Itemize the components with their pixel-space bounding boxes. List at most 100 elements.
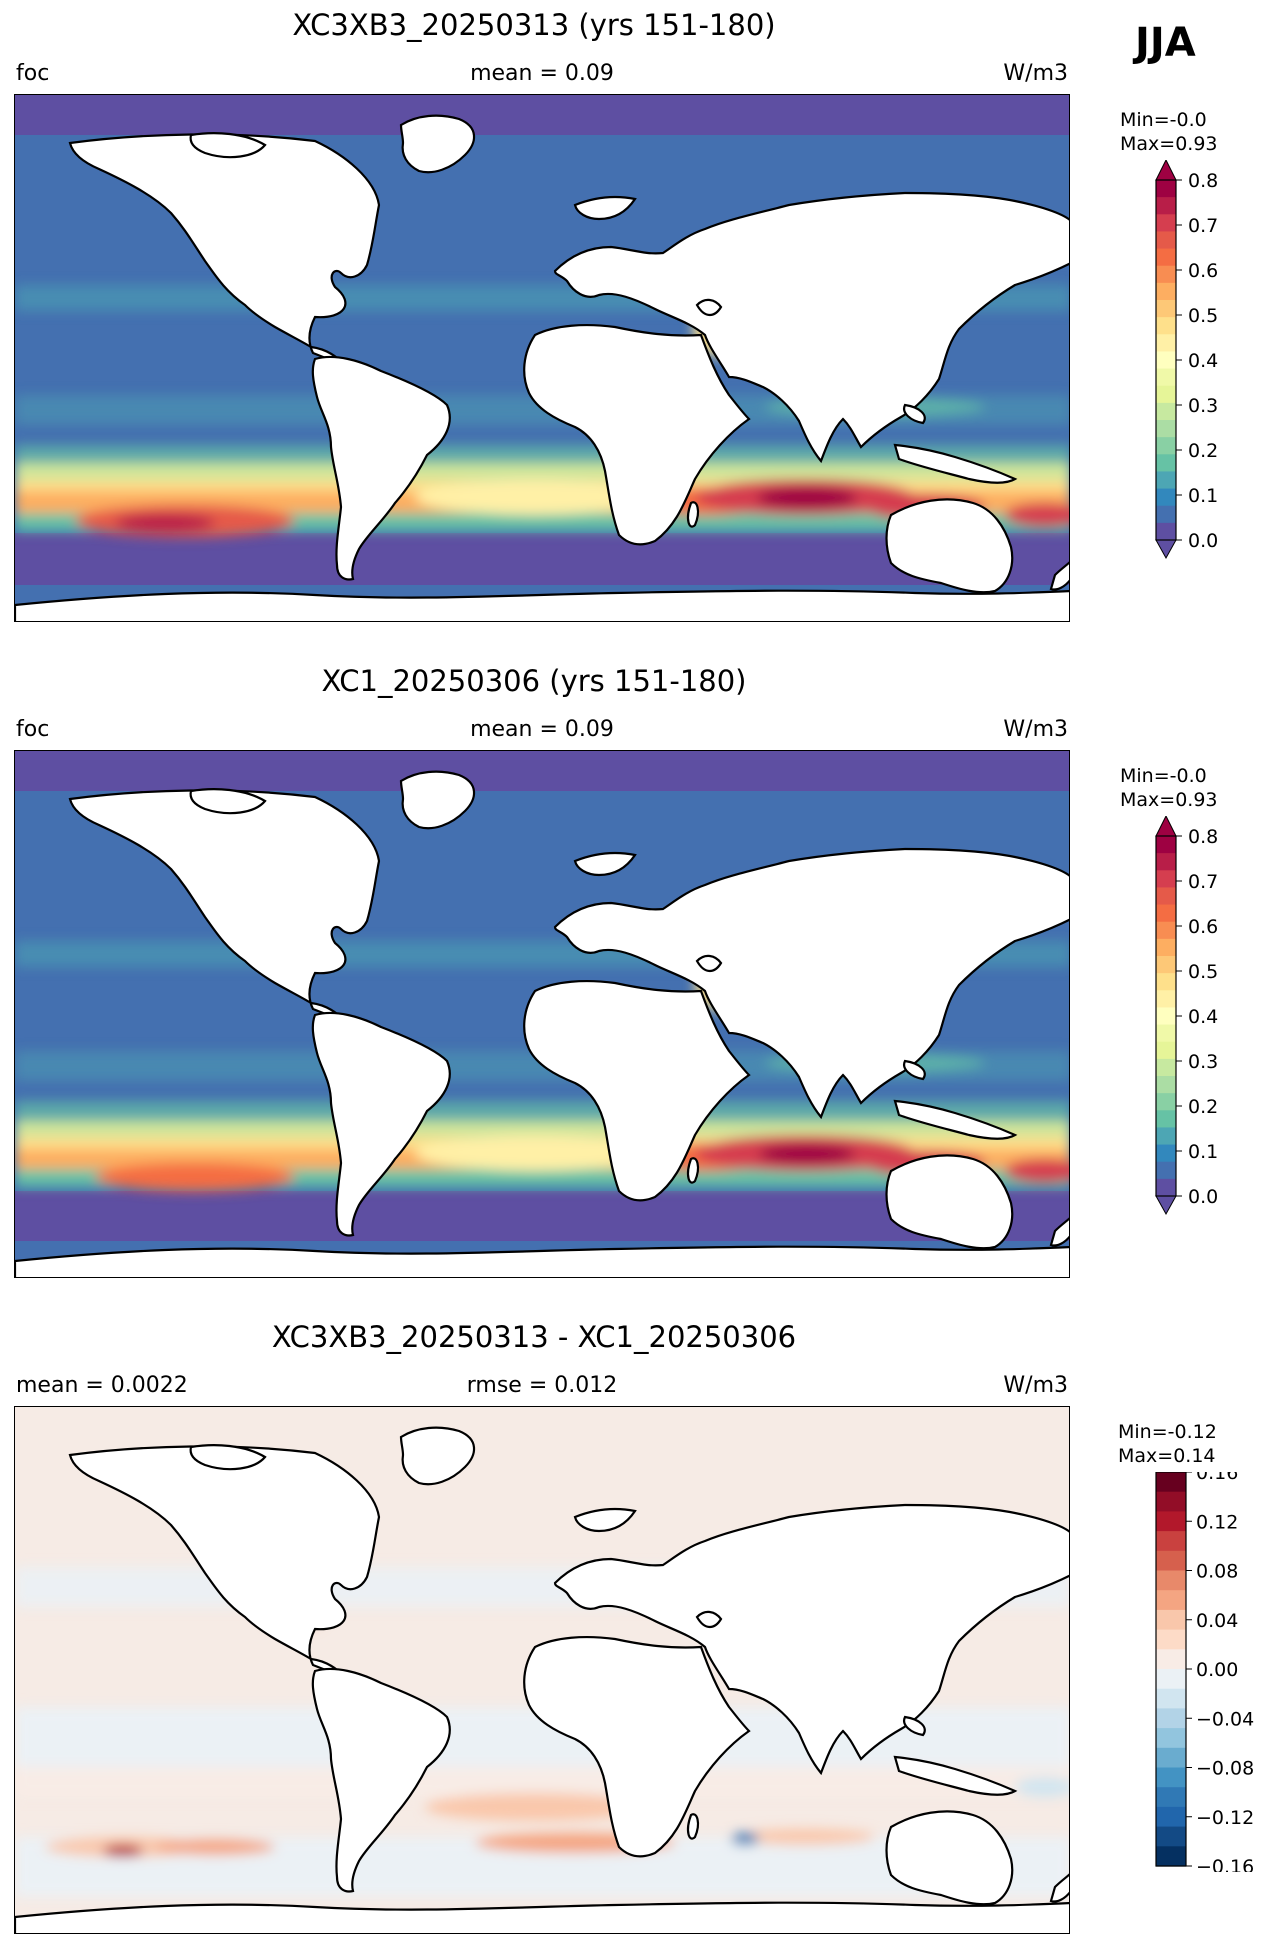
- panel-2-colorbar-color-cell: [1156, 921, 1176, 940]
- panel-3-colorbar-color-cell: [1156, 1787, 1186, 1808]
- panel-3-colorbar-color-cell: [1156, 1728, 1186, 1749]
- panel-1-colorbar-color-cell: [1156, 385, 1176, 404]
- panel-2-colorbar-color-cell: [1156, 853, 1176, 871]
- panel-2-colorbar-color-cell: [1156, 1076, 1176, 1094]
- panel-3-colorbar-color-cell: [1156, 1846, 1186, 1867]
- panel-2-colorbar-color-cell: [1156, 1110, 1176, 1129]
- panel-2-colorbar-color-cell: [1156, 887, 1176, 906]
- panel-3-map: [14, 1406, 1070, 1934]
- panel-2-colorbar-tick-label: 0.1: [1188, 1141, 1218, 1163]
- panel-2-colorbar-color-cell: [1156, 1127, 1176, 1146]
- panel-3-colorbar-color-cell: [1156, 1609, 1186, 1631]
- panel-2-max-label: Max=0.93: [1120, 789, 1218, 811]
- panel-2-colorbar-color-cell: [1156, 973, 1176, 991]
- panel-1-colorbar-color-cell: [1156, 471, 1176, 490]
- panel-3-colorbar-color-cell: [1156, 1767, 1186, 1788]
- panel-3-colorbar-tick-label: 0.00: [1196, 1659, 1238, 1681]
- panel-3-colorbar-color-cell: [1156, 1826, 1186, 1847]
- panel-1-colorbar-tick-label: 0.1: [1188, 485, 1218, 507]
- panel-2-colorbar-tick-label: 0.6: [1188, 916, 1218, 938]
- panel-3-colorbar-color-cell: [1156, 1511, 1186, 1532]
- panel-3-map-canvas: [15, 1407, 1069, 1933]
- panel-2-colorbar-color-cell: [1156, 1161, 1176, 1180]
- panel-3-colorbar-color-cell: [1156, 1747, 1186, 1769]
- panel-2-map-canvas: [15, 751, 1069, 1277]
- panel-1-map-canvas: [15, 95, 1069, 621]
- panel-2-colorbar: 0.8 0.7 0.6 0.5 0.4 0.3 0.2 0.1 0.0: [1155, 816, 1218, 1216]
- panel-1-colorbar-color-cell: [1156, 454, 1176, 473]
- panel-1-colorbar-tick-label: 0.7: [1188, 215, 1218, 237]
- panel-2-colorbar-color-cell: [1156, 1093, 1176, 1111]
- panel-1-colorbar-color-cell: [1156, 317, 1176, 335]
- panel-2-colorbar-tick-label: 0.2: [1188, 1096, 1218, 1118]
- panel-3-min-label: Min=-0.12: [1118, 1421, 1217, 1443]
- panel-3-rmse-label: rmse = 0.012: [466, 1373, 618, 1398]
- panel-1-colorbar-color-cell: [1156, 248, 1176, 267]
- panel-1-colorbar-color-cell: [1156, 282, 1176, 301]
- panel-1-colorbar-color-cell: [1156, 180, 1176, 198]
- panel-1-colorbar: 0.8 0.7 0.6 0.5 0.4 0.3 0.2 0.1 0.0: [1155, 160, 1218, 560]
- panel-3-colorbar-tick-label: −0.12: [1196, 1807, 1254, 1829]
- panel-3-colorbar-tick-label: 0.08: [1196, 1561, 1238, 1583]
- panel-3-colorbar-tick-label: 0.04: [1196, 1610, 1238, 1632]
- panel-3-colorbar-tick-label: −0.08: [1196, 1758, 1254, 1780]
- panel-3-units-label: W/m3: [1003, 1373, 1068, 1398]
- panel-1-max-label: Max=0.93: [1120, 133, 1218, 155]
- panel-2-colorbar-color-cell: [1156, 1041, 1176, 1060]
- panel-3-colorbar-color-cell: [1156, 1649, 1186, 1670]
- panel-2-variable-label: foc: [16, 717, 50, 742]
- panel-1-colorbar-tick-label: 0.8: [1188, 170, 1218, 192]
- panel-1-min-label: Min=-0.0: [1120, 109, 1207, 131]
- panel-1-colorbar-color-cell: [1156, 505, 1176, 524]
- panel-1-colorbar-tick-label: 0.6: [1188, 260, 1218, 282]
- panel-1-colorbar-tick-label: 0.0: [1188, 530, 1218, 552]
- panel-1-colorbar-color-cell: [1156, 402, 1176, 421]
- panel-3-max-label: Max=0.14: [1118, 1445, 1216, 1467]
- panel-3-colorbar-tick-label: 0.16: [1196, 1472, 1238, 1484]
- panel-2-colorbar-tick-label: 0.3: [1188, 1051, 1218, 1073]
- panel-2-colorbar-color-cell: [1156, 904, 1176, 923]
- panel-1-colorbar-color-cell: [1156, 437, 1176, 455]
- panel-1-colorbar-color-cell: [1156, 522, 1176, 541]
- panel-3-colorbar-color-cell: [1156, 1708, 1186, 1729]
- panel-1-colorbar-color-cell: [1156, 231, 1176, 250]
- panel-1-colorbar-tick-label: 0.4: [1188, 350, 1218, 372]
- panel-2-colorbar-color-cell: [1156, 1058, 1176, 1077]
- panel-2-min-label: Min=-0.0: [1120, 765, 1207, 787]
- panel-1-mean-label: mean = 0.09: [470, 61, 614, 86]
- panel-1-colorbar-tick-label: 0.2: [1188, 440, 1218, 462]
- panel-1-title: XC3XB3_20250313 (yrs 151-180): [292, 8, 776, 42]
- panel-2-colorbar-color-cell: [1156, 1007, 1176, 1026]
- panel-1-colorbar-tick-label: 0.5: [1188, 305, 1218, 327]
- panel-1-colorbar-color-cell: [1156, 368, 1176, 387]
- panel-2-title: XC1_20250306 (yrs 151-180): [321, 664, 747, 698]
- panel-1-colorbar-color-cell: [1156, 351, 1176, 370]
- panel-3-colorbar-color-cell: [1156, 1491, 1186, 1512]
- panel-2-colorbar-color-cell: [1156, 1144, 1176, 1163]
- panel-3-colorbar-tick-label: 0.12: [1196, 1511, 1238, 1533]
- panel-3-colorbar-tick-label: −0.16: [1196, 1856, 1254, 1872]
- panel-2-colorbar-color-cell: [1156, 938, 1176, 957]
- panel-2-colorbar-tick-label: 0.8: [1188, 826, 1218, 848]
- panel-2-colorbar-tick-label: 0.4: [1188, 1006, 1218, 1028]
- panel-2-mean-label: mean = 0.09: [470, 717, 614, 742]
- panel-2-units-label: W/m3: [1003, 717, 1068, 742]
- panel-1-units-label: W/m3: [1003, 61, 1068, 86]
- panel-3-title: XC3XB3_20250313 - XC1_20250306: [271, 1320, 797, 1354]
- panel-2-colorbar-color-cell: [1156, 1024, 1176, 1043]
- panel-1-map: [14, 94, 1070, 622]
- panel-3-colorbar-color-cell: [1156, 1472, 1186, 1493]
- panel-3-colorbar-tick-label: −0.04: [1196, 1708, 1254, 1730]
- panel-3-colorbar: 0.16 0.12 0.08 0.04 0.00 −0.04 −0.08 −0.12 −0.16: [1155, 1472, 1254, 1872]
- panel-1-colorbar-color-cell: [1156, 334, 1176, 353]
- panel-2-colorbar-tick-label: 0.7: [1188, 871, 1218, 893]
- panel-1-colorbar-color-cell: [1156, 420, 1176, 438]
- panel-3-colorbar-color-cell: [1156, 1669, 1186, 1690]
- panel-3-colorbar-color-cell: [1156, 1688, 1186, 1709]
- panel-1-colorbar-color-cell: [1156, 265, 1176, 284]
- panel-1-variable-label: foc: [16, 61, 50, 86]
- panel-2-colorbar-tick-label: 0.0: [1188, 1186, 1218, 1208]
- panel-2-colorbar-color-cell: [1156, 956, 1176, 974]
- panel-3-colorbar-color-cell: [1156, 1590, 1186, 1611]
- panel-3-colorbar-color-cell: [1156, 1531, 1186, 1552]
